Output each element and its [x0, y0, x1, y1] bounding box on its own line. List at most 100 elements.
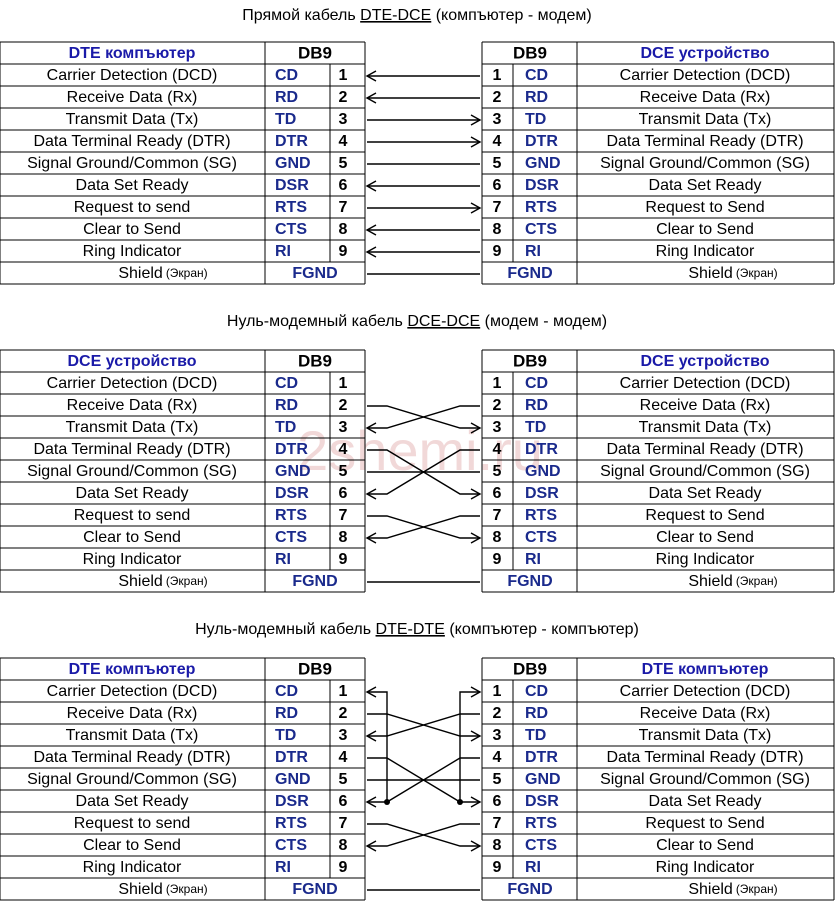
pin-number: 3 — [339, 419, 348, 436]
signal-label: Signal Ground/Common (SG) — [600, 155, 810, 172]
pin-number: 3 — [493, 727, 502, 744]
signal-name: GND — [275, 155, 311, 172]
table-header: DCE устройство — [641, 353, 770, 370]
arrow-head — [365, 180, 377, 192]
signal-name: TD — [525, 111, 546, 128]
pin-number: 4 — [339, 749, 348, 766]
signal-name: RI — [525, 551, 541, 568]
pin-number: 9 — [339, 551, 348, 568]
pin-number: 1 — [339, 67, 348, 84]
shield-text: Shield — [688, 265, 732, 282]
title-text: Нуль-модемный кабель — [195, 621, 375, 638]
shield-text: Shield — [688, 881, 732, 898]
signal-name: RD — [525, 397, 548, 414]
signal-name: RI — [525, 859, 541, 876]
pin-number: 9 — [339, 859, 348, 876]
pin-number: 7 — [339, 199, 348, 216]
signal-label: Receive Data (Rx) — [640, 705, 771, 722]
wire — [367, 713, 480, 737]
signal-name: CD — [275, 67, 298, 84]
title-link: DCE-DCE — [407, 313, 480, 330]
arrow-head — [365, 840, 377, 852]
pin-number: 4 — [493, 749, 502, 766]
shield-note: (Экран) — [736, 266, 778, 280]
signal-label: Data Terminal Ready (DTR) — [606, 133, 803, 150]
pin-number: 3 — [339, 727, 348, 744]
table-header: DTE компъютер — [69, 45, 196, 62]
pin-number: 5 — [339, 155, 348, 172]
signal-name: DSR — [275, 177, 309, 194]
db-header: DB9 — [298, 43, 332, 62]
cable-section: Нуль-модемный кабель DCE-DCE (модем - мо… — [0, 313, 835, 593]
arrow-head — [365, 686, 377, 698]
signal-name: CD — [525, 375, 548, 392]
title-text: (компъютер - модем) — [431, 7, 591, 24]
arrow-head — [470, 840, 482, 852]
signal-name: GND — [525, 155, 561, 172]
arrow-head — [470, 114, 482, 126]
pin-number: 5 — [493, 771, 502, 788]
signal-name: RI — [275, 551, 291, 568]
signal-label: Ring Indicator — [83, 551, 182, 568]
signal-name: RTS — [525, 199, 557, 216]
arrow-head — [365, 246, 377, 258]
shield-signal: FGND — [507, 265, 552, 282]
pin-number: 5 — [493, 463, 502, 480]
signal-label: Clear to Send — [656, 221, 754, 238]
signal-label: Receive Data (Rx) — [640, 397, 771, 414]
pin-number: 9 — [493, 551, 502, 568]
signal-name: DSR — [525, 793, 559, 810]
table-header: DTE компъютер — [642, 661, 769, 678]
signal-label: Signal Ground/Common (SG) — [600, 771, 810, 788]
signal-name: RTS — [275, 199, 307, 216]
arrow-head — [470, 686, 482, 698]
arrow-head — [365, 92, 377, 104]
signal-label: Transmit Data (Tx) — [66, 111, 199, 128]
signal-name: CD — [275, 683, 298, 700]
pin-number: 6 — [493, 485, 502, 502]
signal-label: Ring Indicator — [656, 859, 755, 876]
wire — [367, 515, 480, 539]
junction-dot — [457, 799, 463, 805]
signal-name: TD — [275, 111, 296, 128]
pin-number: 4 — [339, 441, 348, 458]
arrow-head — [470, 422, 482, 434]
arrow-head — [365, 70, 377, 82]
pin-number: 2 — [339, 89, 348, 106]
signal-label: Clear to Send — [83, 221, 181, 238]
signal-label: Ring Indicator — [83, 243, 182, 260]
pin-number: 5 — [339, 771, 348, 788]
signal-name: RD — [275, 397, 298, 414]
title-text: (компъютер - компъютер) — [445, 621, 639, 638]
watermark: 2shemi.ru — [297, 419, 543, 482]
signal-name: RTS — [525, 815, 557, 832]
pin-number: 2 — [493, 397, 502, 414]
pin-number: 5 — [339, 463, 348, 480]
shield-note: (Экран) — [166, 882, 208, 896]
signal-label: Ring Indicator — [656, 243, 755, 260]
shield-note: (Экран) — [166, 574, 208, 588]
signal-label: Clear to Send — [656, 529, 754, 546]
signal-name: DTR — [275, 133, 308, 150]
signal-label: Receive Data (Rx) — [67, 89, 198, 106]
signal-name: DSR — [525, 177, 559, 194]
pin-number: 1 — [493, 67, 502, 84]
signal-name: RTS — [525, 507, 557, 524]
signal-name: RD — [525, 89, 548, 106]
signal-name: TD — [525, 419, 546, 436]
shield-label: Shield (Экран) — [688, 573, 777, 590]
signal-label: Ring Indicator — [656, 551, 755, 568]
arrow-head — [365, 796, 377, 808]
signal-label: Ring Indicator — [83, 859, 182, 876]
signal-name: TD — [275, 727, 296, 744]
pin-number: 7 — [493, 199, 502, 216]
signal-name: TD — [525, 727, 546, 744]
signal-label: Transmit Data (Tx) — [66, 727, 199, 744]
signal-label: Request to Send — [645, 199, 764, 216]
pin-number: 3 — [339, 111, 348, 128]
signal-label: Clear to Send — [83, 529, 181, 546]
signal-name: RD — [275, 89, 298, 106]
signal-name: DTR — [525, 441, 558, 458]
signal-label: Data Set Ready — [649, 793, 762, 810]
shield-note: (Экран) — [736, 882, 778, 896]
